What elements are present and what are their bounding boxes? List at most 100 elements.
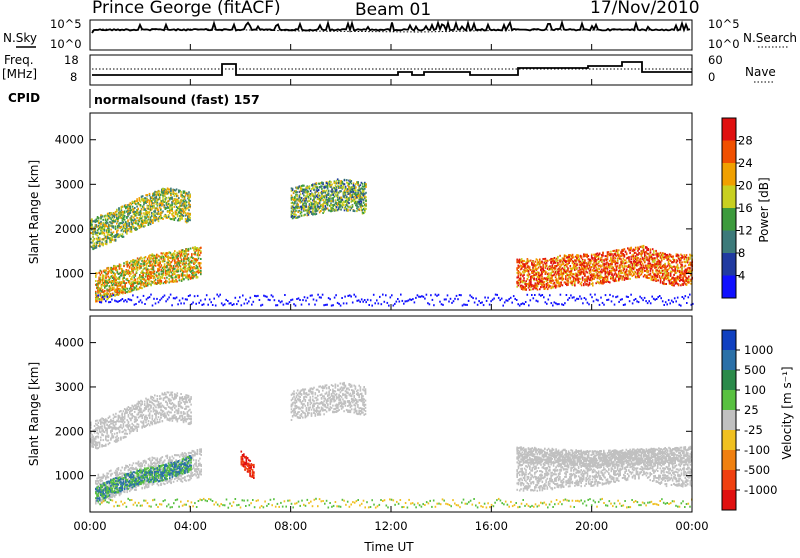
power-mark [658,279,660,281]
power-mark [649,277,651,279]
power-mark [185,261,187,263]
power-mark [601,259,603,261]
power-mark [616,280,618,282]
power-mark [146,266,148,268]
power-mark [108,230,110,232]
power-mark [97,235,99,237]
power-mark [546,265,548,267]
power-mark [685,265,687,267]
power-mark [584,275,586,277]
power-mark [126,217,128,219]
power-mark [530,281,532,283]
power-mark [93,242,95,244]
power-mark [166,215,168,217]
power-mark [150,223,152,225]
freq-panel: Freq. [MHz] 18 8 60 0 Nave [2,53,776,85]
power-mark [638,272,640,274]
power-mark [654,257,656,259]
power-mark [624,254,626,256]
power-mark [177,215,179,217]
power-mark [136,198,138,200]
power-mark [577,256,579,258]
power-mark [580,278,582,280]
power-mark [545,258,547,260]
power-mark [618,249,620,251]
power-mark [650,270,652,272]
power-mark [117,269,119,271]
power-mark [122,206,124,208]
power-mark [161,265,163,267]
power-mark [579,267,581,269]
power-mark [174,268,176,270]
power-mark [547,282,549,284]
power-mark [99,243,101,245]
cpid-program: normalsound (fast) 157 [94,92,260,107]
power-mark [533,278,535,280]
power-mark [660,252,662,254]
power-mark [605,278,607,280]
power-mark [532,261,534,263]
power-mark [523,260,525,262]
power-mark [292,189,294,191]
power-mark [140,285,142,287]
power-mark [153,269,155,271]
power-mark [518,274,520,276]
power-mark [673,274,675,276]
power-mark [301,209,303,211]
power-mark [296,191,298,193]
power-mark [572,254,574,256]
power-mark [530,289,532,291]
power-mark [576,267,578,269]
power-mark [180,262,182,264]
power-mark [174,206,176,208]
power-mark [159,197,161,199]
power-mark [123,265,125,267]
power-mark [295,210,297,212]
power-mark [128,223,130,225]
power-mark [551,265,553,267]
power-mark [558,276,560,278]
power-mark [174,253,176,255]
power-mark [181,218,183,220]
power-mark [149,214,151,216]
power-mark [655,250,657,252]
power-mark [555,275,557,277]
power-mark [152,263,154,265]
power-mark [174,250,176,252]
power-mark [602,252,604,254]
power-mark [668,272,670,274]
power-mark [189,204,191,206]
power-mark [149,202,151,204]
power-mark [558,263,560,265]
power-mark [170,190,172,192]
power-mark [573,256,575,258]
power-mark [100,218,102,220]
power-mark [115,220,117,222]
power-mark [130,212,132,214]
power-mark [621,279,623,281]
power-mark [163,271,165,273]
power-mark [164,257,166,259]
power-mark [602,255,604,257]
power-mark [104,234,106,236]
power-mark [119,278,121,280]
power-mark [589,282,591,284]
power-mark [183,260,185,262]
power-mark [647,249,649,251]
power-mark [629,264,631,266]
power-mark [548,273,550,275]
power-mark [157,207,159,209]
power-mark [197,276,199,278]
power-mark [625,259,627,261]
power-mark [530,269,532,271]
power-mark [291,195,293,197]
power-mark [119,277,121,279]
power-mark [95,276,97,278]
power-mark [177,195,179,197]
power-mark [304,214,306,216]
power-mark [107,273,109,275]
power-mark [632,264,634,266]
power-mark [662,275,664,277]
power-mark [626,270,628,272]
power-mark [98,272,100,274]
